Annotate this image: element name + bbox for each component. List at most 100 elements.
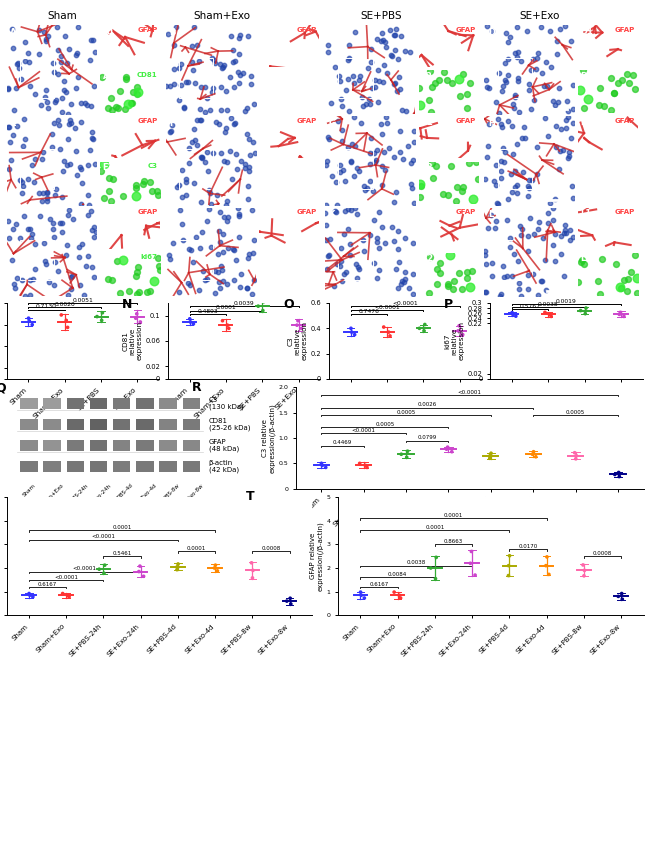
Point	[512, 179, 523, 192]
Point	[53, 68, 63, 81]
Point	[486, 208, 497, 222]
Point	[174, 178, 184, 192]
Point	[39, 236, 49, 250]
Point	[619, 310, 629, 323]
Text: E2: E2	[103, 163, 114, 172]
Text: G2: G2	[421, 163, 434, 172]
Point	[17, 273, 27, 287]
Point	[244, 165, 254, 178]
Point	[455, 89, 465, 103]
Point	[493, 197, 503, 211]
Point	[233, 207, 244, 220]
Point	[222, 104, 233, 117]
Point	[225, 144, 235, 158]
Point	[42, 192, 52, 205]
Point	[74, 160, 85, 174]
Point	[512, 20, 522, 34]
Point	[344, 248, 355, 262]
Point	[285, 592, 295, 605]
Bar	[159, 440, 177, 451]
Point	[231, 147, 241, 160]
Point	[134, 565, 144, 578]
Point	[551, 140, 562, 154]
Point	[137, 177, 148, 191]
Text: L1: L1	[580, 208, 592, 218]
Point	[214, 281, 225, 295]
Point	[582, 93, 593, 106]
Point	[234, 230, 244, 243]
Point	[63, 289, 73, 302]
Point	[420, 318, 430, 332]
Bar	[183, 419, 200, 430]
Point	[149, 274, 159, 288]
Point	[184, 242, 194, 256]
Point	[457, 283, 467, 296]
Point	[131, 190, 142, 203]
Point	[222, 214, 232, 227]
Point	[526, 63, 536, 77]
Point	[496, 154, 506, 167]
Point	[233, 202, 244, 215]
Text: 0.0038: 0.0038	[538, 302, 558, 307]
Text: F1: F1	[262, 117, 273, 127]
Point	[497, 121, 507, 134]
Text: GFAP: GFAP	[456, 208, 476, 215]
Point	[321, 233, 332, 246]
Point	[58, 154, 69, 168]
Point	[368, 184, 378, 197]
Point	[546, 60, 556, 73]
Point	[86, 131, 97, 144]
Point	[249, 233, 259, 246]
Point	[17, 187, 27, 200]
Point	[523, 77, 534, 90]
Text: J2: J2	[262, 254, 270, 263]
Point	[595, 288, 606, 301]
Point	[66, 97, 76, 111]
Text: 0.0799: 0.0799	[417, 436, 437, 441]
Point	[79, 289, 90, 302]
Text: B1: B1	[262, 26, 274, 35]
Point	[513, 71, 523, 84]
Point	[356, 588, 367, 602]
Point	[619, 273, 630, 287]
Point	[559, 226, 569, 240]
Y-axis label: CD81
relative
expression: CD81 relative expression	[122, 322, 142, 360]
Point	[198, 264, 209, 278]
Point	[578, 569, 589, 582]
Point	[500, 76, 511, 89]
Point	[214, 225, 224, 238]
Point	[501, 214, 512, 227]
Point	[234, 47, 244, 61]
Point	[166, 124, 176, 138]
Point	[369, 155, 380, 169]
Point	[57, 191, 68, 204]
Point	[578, 64, 589, 78]
Point	[57, 225, 68, 239]
Point	[226, 30, 236, 43]
Point	[482, 19, 492, 33]
Point	[543, 568, 554, 582]
Point	[370, 81, 381, 95]
Point	[385, 48, 396, 62]
Point	[409, 125, 419, 138]
Point	[219, 57, 229, 71]
Point	[515, 219, 525, 232]
Point	[202, 91, 212, 105]
Point	[188, 176, 199, 190]
Point	[216, 263, 227, 277]
Point	[514, 277, 524, 290]
Point	[454, 73, 464, 86]
Point	[57, 106, 67, 119]
Point	[36, 194, 47, 208]
Point	[63, 208, 73, 222]
Point	[365, 174, 375, 187]
Point	[481, 257, 491, 270]
Point	[350, 139, 361, 153]
Point	[445, 249, 455, 262]
Point	[364, 93, 374, 106]
Point	[365, 147, 375, 160]
Text: 0.0005: 0.0005	[375, 422, 395, 427]
Point	[7, 253, 18, 267]
Text: K2: K2	[421, 254, 434, 263]
Text: GFAP: GFAP	[615, 208, 635, 215]
